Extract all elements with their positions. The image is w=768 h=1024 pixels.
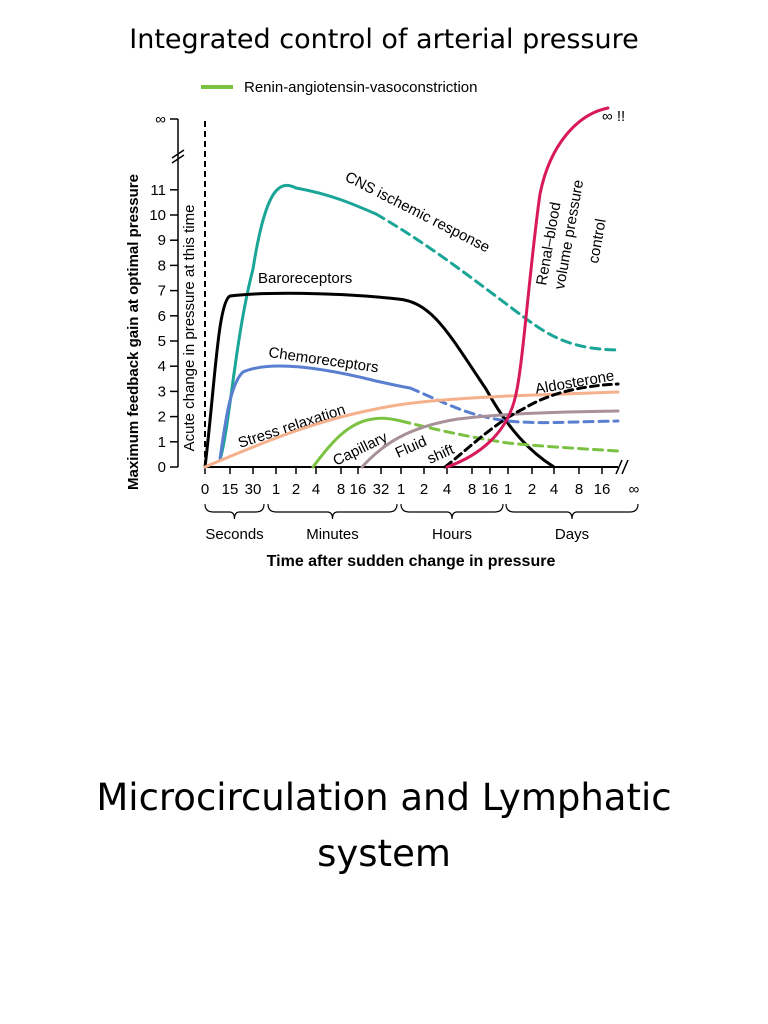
- x-tick-label-10: 2: [420, 481, 428, 498]
- x-tick-label-17: 8: [575, 481, 583, 498]
- x-tick-label-4: 2: [292, 481, 300, 498]
- x-tick-label-14: 1: [504, 481, 512, 498]
- x-tick-label-18: 16: [594, 481, 611, 498]
- y-tick-label-11: 11: [150, 182, 166, 199]
- x-tick-label-5: 4: [312, 481, 320, 498]
- capillary-curve-solid: [311, 416, 403, 469]
- x-group-brace-seconds: [204, 503, 265, 520]
- x-group-label-seconds: Seconds: [205, 526, 263, 543]
- y-axis-label-inner: Acute change in pressure at this time: [181, 205, 198, 452]
- y-tick-label-0: 0: [158, 459, 166, 476]
- y-tick-label-2: 2: [158, 409, 166, 426]
- label-renal-line3: control: [585, 217, 610, 264]
- y-tick-label-1: 1: [158, 434, 166, 451]
- x-axis-break: [615, 459, 629, 475]
- x-axis-label: Time after sudden change in pressure: [267, 553, 556, 570]
- x-tick-label-7: 16: [350, 481, 367, 498]
- subtitle-line-2: system: [317, 832, 451, 875]
- x-tick-label-9: 1: [397, 481, 405, 498]
- legend-label-renin: Renin-angiotensin-vasoconstriction: [244, 79, 477, 96]
- y-tick-label-infinity: ∞: [155, 111, 166, 128]
- chemo-curve-solid: [218, 364, 412, 461]
- capillary-curve-dashed: [399, 419, 620, 453]
- x-tick-label-12: 8: [468, 481, 476, 498]
- x-tick-label-6: 8: [337, 481, 345, 498]
- x-tick-label-3: 1: [272, 481, 280, 498]
- y-tick-label-3: 3: [158, 383, 166, 400]
- x-group-brace-days: [505, 503, 639, 520]
- fluid-shift-curve: [360, 409, 620, 469]
- x-tick-label-8: 32: [373, 481, 390, 498]
- y-tick-label-6: 6: [158, 308, 166, 325]
- slide-title: Integrated control of arterial pressure: [129, 24, 639, 55]
- cns-curve-dashed: [374, 212, 620, 352]
- stress-curve: [203, 390, 620, 469]
- x-tick-label-15: 2: [528, 481, 536, 498]
- chart-svg: Renin-angiotensin-vasoconstriction Maxim…: [125, 79, 640, 570]
- baro-curve: [203, 291, 556, 469]
- subtitle-line-1: Microcirculation and Lymphatic: [96, 776, 672, 819]
- x-group-label-minutes: Minutes: [306, 526, 359, 543]
- x-tick-label-16: 4: [550, 481, 558, 498]
- y-tick-label-5: 5: [158, 333, 166, 350]
- y-tick-label-4: 4: [158, 358, 166, 375]
- x-tick-label-1: 15: [222, 481, 239, 498]
- label-cns: CNS ischemic response: [342, 168, 492, 256]
- x-group-brace-hours: [400, 503, 504, 520]
- aldosterone-curve: [443, 382, 620, 469]
- chart-curves: [203, 106, 620, 469]
- y-tick-label-7: 7: [158, 283, 166, 300]
- y-tick-label-8: 8: [158, 257, 166, 274]
- y-tick-label-9: 9: [158, 232, 166, 249]
- x-tick-label-0: 0: [201, 481, 209, 498]
- x-tick-label-13: 16: [482, 481, 499, 498]
- label-chemoreceptors: Chemoreceptors: [267, 344, 379, 376]
- y-axis-break: [171, 149, 185, 164]
- x-tick-label-19: ∞: [629, 481, 640, 498]
- y-axis-label-outer: Maximum feedback gain at optimal pressur…: [125, 174, 142, 490]
- slide-subtitle: Microcirculation and Lymphatic system: [0, 770, 768, 882]
- x-group-label-hours: Hours: [432, 526, 472, 543]
- y-tick-label-10: 10: [149, 207, 166, 224]
- x-group-label-days: Days: [555, 526, 589, 543]
- feedback-gain-chart: Renin-angiotensin-vasoconstriction Maxim…: [108, 64, 654, 576]
- label-baroreceptors: Baroreceptors: [258, 270, 352, 287]
- x-group-brace-minutes: [267, 503, 398, 520]
- x-tick-label-11: 4: [443, 481, 451, 498]
- x-tick-label-2: 30: [245, 481, 262, 498]
- label-renal-infinity: ∞ !!: [602, 108, 625, 125]
- renal-curve: [445, 106, 610, 469]
